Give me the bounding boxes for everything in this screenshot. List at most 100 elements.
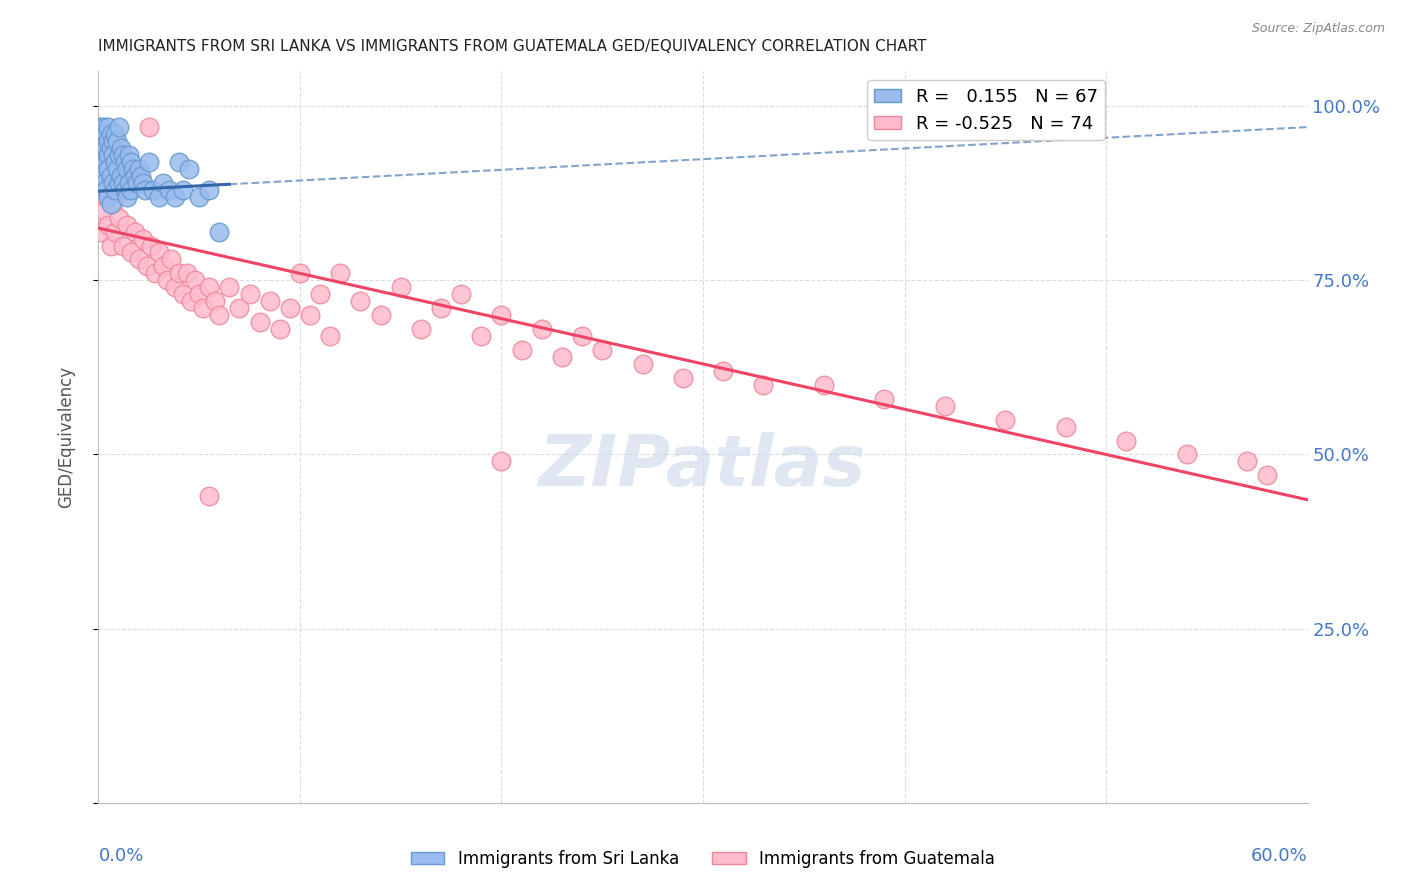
Point (107, 176, 129, 190)
Point (934, 399, 956, 413)
Point (105, 161, 128, 176)
Point (180, 294, 202, 309)
Point (198, 280, 221, 294)
Point (571, 329, 593, 343)
Point (239, 287, 262, 301)
Point (994, 412, 1017, 426)
Point (96, 141, 118, 155)
Point (96, 183, 118, 197)
Point (160, 252, 183, 267)
Point (96, 190, 118, 204)
Point (198, 183, 221, 197)
Point (110, 169, 132, 183)
Point (93, 148, 115, 162)
Point (132, 176, 155, 190)
Point (132, 231, 155, 245)
Point (135, 260, 157, 274)
Point (100, 141, 122, 155)
Point (188, 287, 211, 301)
Point (530, 322, 553, 336)
Point (120, 155, 142, 169)
Point (134, 183, 156, 197)
Point (299, 308, 322, 322)
Point (91, 141, 114, 155)
Point (101, 176, 124, 190)
Point (172, 183, 194, 197)
Point (97, 134, 120, 148)
Text: ZIPatlas: ZIPatlas (540, 432, 866, 500)
Point (105, 134, 128, 148)
Point (157, 183, 180, 197)
Point (101, 148, 124, 162)
Point (156, 273, 179, 287)
Point (176, 266, 198, 280)
Point (389, 280, 412, 294)
Point (118, 176, 141, 190)
Point (1256, 468, 1278, 483)
Point (114, 155, 136, 169)
Point (101, 134, 124, 148)
Point (111, 148, 134, 162)
Point (91, 127, 114, 141)
Point (309, 287, 332, 301)
Text: Source: ZipAtlas.com: Source: ZipAtlas.com (1251, 22, 1385, 36)
Point (218, 280, 240, 294)
Point (1115, 434, 1137, 448)
Point (101, 196, 124, 211)
Point (93, 134, 115, 148)
Point (470, 329, 492, 343)
Point (288, 266, 311, 280)
Point (93, 120, 115, 134)
Point (591, 343, 613, 357)
Point (121, 161, 143, 176)
Point (89, 134, 111, 148)
Point (208, 225, 231, 239)
Point (111, 176, 134, 190)
Point (139, 238, 162, 252)
Point (631, 357, 654, 371)
Point (163, 280, 186, 294)
Point (107, 211, 129, 225)
Point (91, 155, 114, 169)
Point (1054, 419, 1077, 434)
Point (672, 371, 695, 385)
Point (409, 322, 432, 336)
Point (813, 377, 835, 392)
Legend: Immigrants from Sri Lanka, Immigrants from Guatemala: Immigrants from Sri Lanka, Immigrants fr… (405, 844, 1001, 875)
Point (96, 155, 118, 169)
Point (89, 148, 111, 162)
Point (100, 238, 122, 252)
Text: 60.0%: 60.0% (1251, 847, 1308, 864)
Point (142, 183, 165, 197)
Legend: R =   0.155   N = 67, R = -0.525   N = 74: R = 0.155 N = 67, R = -0.525 N = 74 (868, 80, 1105, 140)
Point (510, 343, 533, 357)
Y-axis label: GED/Equivalency: GED/Equivalency (56, 366, 75, 508)
Point (430, 301, 453, 316)
Point (103, 183, 125, 197)
Point (152, 260, 174, 274)
Point (91, 169, 114, 183)
Point (100, 169, 122, 183)
Point (97, 190, 120, 204)
Point (97, 161, 120, 176)
Point (163, 190, 186, 204)
Text: 0.0%: 0.0% (98, 847, 143, 864)
Point (228, 301, 250, 316)
Point (103, 155, 125, 169)
Point (128, 252, 150, 267)
Point (115, 161, 138, 176)
Point (249, 315, 271, 329)
Point (148, 245, 170, 260)
Point (711, 364, 734, 378)
Point (1236, 454, 1258, 468)
Point (97, 148, 120, 162)
Point (188, 190, 211, 204)
Point (96, 127, 118, 141)
Point (120, 183, 142, 197)
Point (198, 489, 221, 503)
Point (107, 148, 129, 162)
Point (143, 266, 166, 280)
Point (91, 183, 114, 197)
Point (349, 294, 371, 309)
Point (873, 392, 896, 406)
